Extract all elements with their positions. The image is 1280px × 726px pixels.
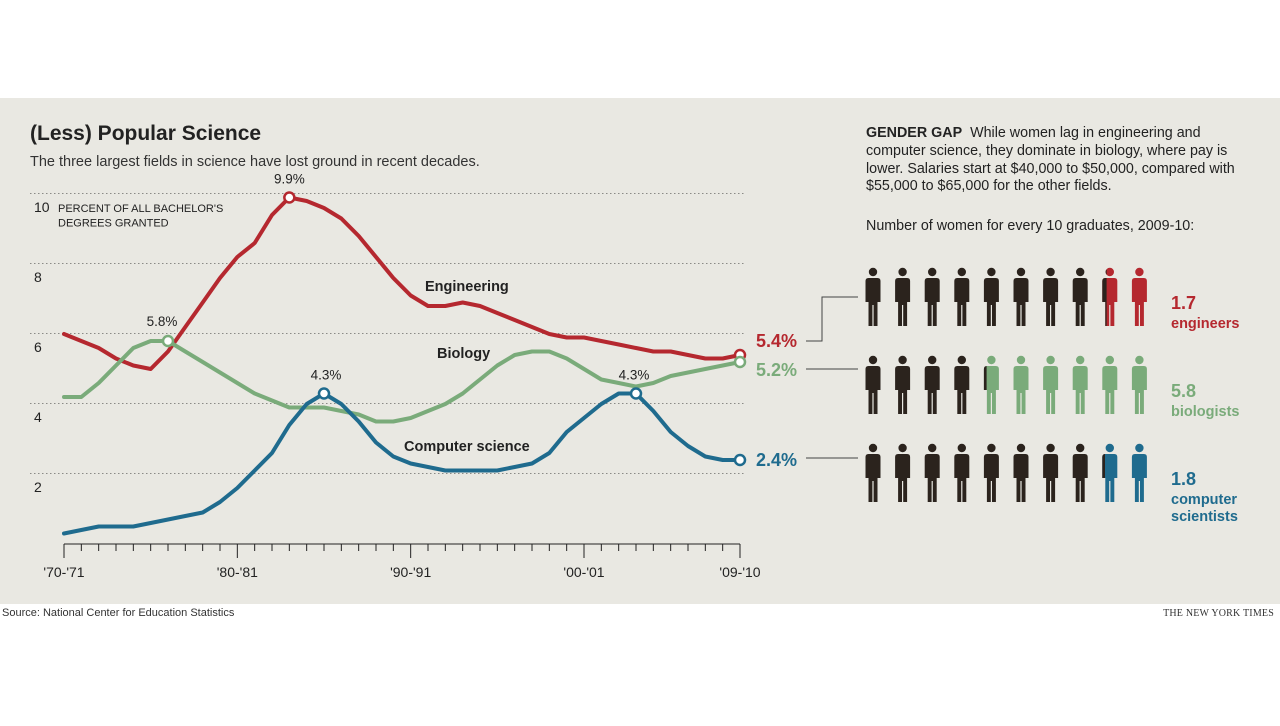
peak-annotation: 4.3% bbox=[311, 368, 342, 383]
y-axis-label: DEGREES GRANTED bbox=[58, 218, 169, 230]
y-tick-4: 4 bbox=[34, 409, 42, 425]
woman-icon bbox=[1131, 267, 1147, 326]
connector-line bbox=[806, 296, 858, 342]
series-line-engineering bbox=[62, 195, 742, 371]
peak-annotation: 4.3% bbox=[619, 368, 650, 383]
end-value-label: 5.4% bbox=[756, 331, 797, 351]
end-marker bbox=[733, 355, 747, 369]
man-icon bbox=[1013, 443, 1029, 502]
woman-icon bbox=[1131, 443, 1147, 502]
chart-subtitle: The three largest fields in science have… bbox=[30, 154, 480, 170]
series-label: Engineering bbox=[425, 279, 509, 295]
women-count-label: engineers bbox=[1171, 316, 1240, 332]
man-icon bbox=[1102, 454, 1106, 478]
woman-icon bbox=[1102, 443, 1118, 502]
y-tick-10: 10 bbox=[34, 199, 50, 215]
peak-marker bbox=[317, 387, 331, 400]
man-icon bbox=[924, 355, 940, 414]
peak-annotation: 9.9% bbox=[274, 172, 305, 187]
women-count-label: biologists bbox=[1171, 404, 1239, 420]
x-tick-label: '80-'81 bbox=[217, 564, 258, 580]
gender-gap-text: GENDER GAP While women lag in engineerin… bbox=[866, 125, 1246, 196]
gender-gap-heading: GENDER GAP bbox=[866, 125, 963, 141]
series-label: Biology bbox=[437, 346, 490, 362]
peak-marker bbox=[161, 334, 175, 348]
x-tick-label: '90-'91 bbox=[390, 564, 431, 580]
y-axis-label: PERCENT OF ALL BACHELOR'S bbox=[58, 203, 223, 215]
man-icon bbox=[954, 267, 970, 326]
man-icon bbox=[865, 267, 881, 326]
man-icon bbox=[865, 355, 881, 414]
woman-icon bbox=[983, 355, 999, 414]
x-tick-label: '09-'10 bbox=[719, 564, 760, 580]
y-tick-2: 2 bbox=[34, 479, 42, 495]
man-icon bbox=[983, 267, 999, 326]
women-count-label: computer bbox=[1171, 492, 1237, 508]
women-count-label: scientists bbox=[1171, 509, 1238, 525]
peak-marker bbox=[283, 191, 296, 204]
man-icon bbox=[1013, 267, 1029, 326]
man-icon bbox=[924, 443, 940, 502]
man-icon bbox=[1043, 267, 1059, 326]
man-icon bbox=[895, 355, 911, 414]
woman-icon bbox=[1013, 355, 1029, 414]
series-label: Computer science bbox=[404, 439, 530, 455]
women-count-value: 1.7 bbox=[1171, 293, 1196, 313]
chart-title: (Less) Popular Science bbox=[30, 122, 262, 145]
woman-icon bbox=[1043, 355, 1059, 414]
man-icon bbox=[1072, 443, 1088, 502]
series-line-computer-science bbox=[62, 391, 742, 536]
woman-icon bbox=[1102, 355, 1118, 414]
woman-icon bbox=[1072, 355, 1088, 414]
peak-marker bbox=[629, 387, 643, 400]
women-count-value: 1.8 bbox=[1171, 469, 1196, 489]
source-note: Source: National Center for Education St… bbox=[2, 607, 235, 619]
man-icon bbox=[1102, 269, 1107, 326]
man-icon bbox=[1072, 267, 1088, 326]
x-tick-label: '70-'71 bbox=[43, 564, 84, 580]
man-icon bbox=[865, 443, 881, 502]
peak-annotation: 5.8% bbox=[147, 314, 178, 329]
man-icon bbox=[983, 443, 999, 502]
end-marker bbox=[733, 453, 747, 467]
man-icon bbox=[895, 267, 911, 326]
women-count-caption: Number of women for every 10 graduates, … bbox=[866, 218, 1195, 234]
man-icon bbox=[1043, 443, 1059, 502]
man-icon bbox=[895, 443, 911, 502]
end-value-label: 5.2% bbox=[756, 360, 797, 380]
woman-icon bbox=[1131, 355, 1147, 414]
gender-gap-body: While women lag in engineering and compu… bbox=[866, 125, 1235, 195]
man-icon bbox=[954, 443, 970, 502]
x-tick-label: '00-'01 bbox=[563, 564, 604, 580]
man-icon bbox=[954, 355, 970, 414]
publisher-credit: THE NEW YORK TIMES bbox=[1163, 608, 1274, 619]
y-tick-8: 8 bbox=[34, 269, 42, 285]
women-count-value: 5.8 bbox=[1171, 381, 1196, 401]
y-tick-6: 6 bbox=[34, 339, 42, 355]
series-line-biology bbox=[62, 339, 742, 424]
end-value-label: 2.4% bbox=[756, 450, 797, 470]
man-icon bbox=[924, 267, 940, 326]
graphic-panel bbox=[0, 98, 1280, 604]
man-icon bbox=[983, 366, 987, 390]
